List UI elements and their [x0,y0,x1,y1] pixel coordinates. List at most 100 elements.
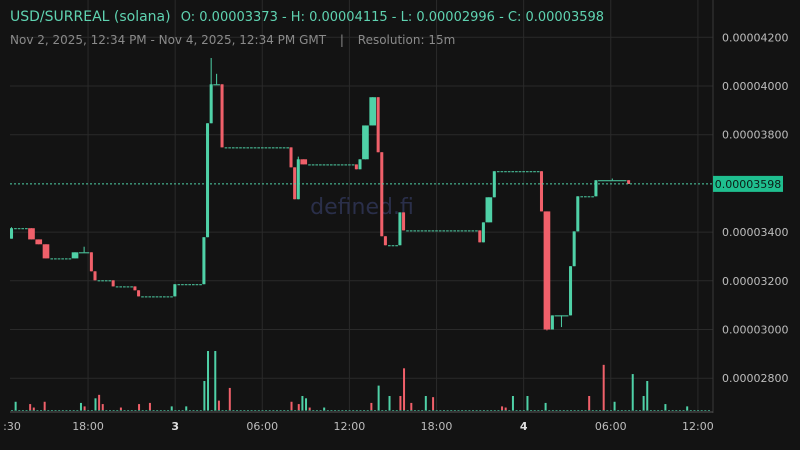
ohlc-readout: O: 0.00003373 - H: 0.00004115 - L: 0.000… [180,10,605,25]
volume-baseline-tick [61,410,64,411]
y-tick-label: 0.00004000 [722,80,788,93]
candle-body [402,212,406,231]
volume-baseline-tick [417,410,420,411]
volume-baseline-tick [555,410,558,411]
candle-body [362,125,369,160]
volume-bar [511,396,514,411]
volume-baseline-tick [312,410,315,411]
candle-flat [507,171,511,173]
volume-baseline-tick [526,410,529,411]
candle-body [111,280,115,287]
candle-flat [170,296,173,298]
x-tick-label: 18:00 [72,420,104,433]
volume-baseline-tick [453,410,456,411]
volume-baseline-tick [152,410,155,411]
x-tick-label: 06:00 [246,420,278,433]
volume-baseline-tick [148,410,151,411]
volume-baseline-tick [504,410,507,411]
volume-bar [290,401,293,411]
candle-body [598,180,627,182]
volume-bar [323,407,326,411]
volume-baseline-tick [359,410,362,411]
volume-baseline-tick [461,410,464,411]
volume-baseline-tick [682,410,685,411]
volume-baseline-tick [421,410,424,411]
candle-flat [155,296,159,298]
volume-baseline-tick [355,410,358,411]
volume-baseline-tick [341,410,344,411]
volume-baseline-tick [671,410,674,411]
candle-flat [420,230,424,232]
x-tick-label: 3 [171,420,179,433]
volume-bar [14,401,17,411]
volume-bar [646,381,649,411]
volume-baseline-tick [642,410,645,411]
volume-baseline-tick [388,410,391,411]
candle-flat [467,230,471,232]
volume-baseline-tick [156,410,159,411]
volume-baseline-tick [348,410,351,411]
y-tick-label: 0.00002800 [722,372,788,385]
volume-bar [138,404,141,411]
volume-baseline-tick [47,410,50,411]
volume-baseline-tick [588,410,591,411]
volume-baseline-tick [257,410,260,411]
candle-body [572,231,576,267]
volume-bar [631,374,634,411]
volume-baseline-tick [265,410,268,411]
candle-flat [496,171,500,173]
volume-baseline-tick [464,410,467,411]
candle-flat [123,286,126,288]
volume-bar [377,385,380,411]
volume-baseline-tick [591,410,594,411]
volume-bar [203,381,206,411]
volume-baseline-tick [76,410,79,411]
candle-flat [54,258,57,260]
candle-flat [264,147,268,149]
volume-baseline-tick [286,410,289,411]
volume-baseline-tick [181,410,184,411]
candle-flat [68,258,72,260]
volume-baseline-tick [606,410,609,411]
volume-baseline-tick [413,410,416,411]
candle-flat [152,296,155,298]
volume-bar [297,404,300,411]
candle-flat [395,245,398,247]
candle-flat [344,164,348,166]
candle-body [300,159,308,165]
volume-baseline-tick [159,410,162,411]
volume-baseline-tick [693,410,696,411]
candle-flat [475,230,478,232]
volume-bar [170,406,173,411]
volume-bar [301,396,304,411]
volume-baseline-tick [21,410,24,411]
candle-flat [518,171,522,173]
candle-flat [268,147,271,149]
volume-bar [504,407,507,411]
candle-body [220,84,224,148]
volume-baseline-tick [294,410,297,411]
candle-flat [159,296,162,298]
volume-baseline-tick [334,410,337,411]
candle-body [594,180,598,197]
candle-flat [326,164,329,166]
candle-flat [184,284,188,286]
candle-flat [271,147,275,149]
volume-baseline-tick [573,410,576,411]
volume-baseline-tick [689,410,692,411]
candle-flat [438,230,442,232]
candle-flat [250,147,253,149]
volume-baseline-tick [664,410,667,411]
candle-flat [388,245,391,247]
candle-flat [533,171,536,173]
candle-flat [460,230,464,232]
volume-baseline-tick [243,410,246,411]
volume-baseline-tick [649,410,652,411]
candle-flat [144,296,148,298]
candle-flat [427,230,431,232]
volume-baseline-tick [254,410,257,411]
candle-body [209,84,213,124]
candle-flat [228,147,231,149]
candle-flat [166,296,170,298]
